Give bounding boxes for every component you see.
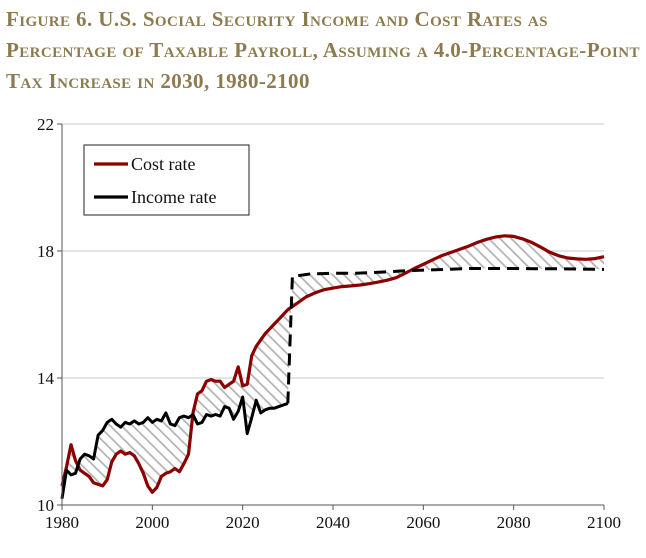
income-rate-line — [60, 395, 289, 499]
income-rate-line-dashed — [286, 267, 605, 404]
series-layer — [60, 234, 605, 499]
gap-shading — [62, 235, 604, 499]
x-tick-label: 2020 — [226, 513, 260, 532]
legend-entry: Income rate — [131, 187, 216, 207]
x-tick-label: 1980 — [45, 513, 79, 532]
legend-box — [83, 144, 250, 216]
x-tick-label: 2060 — [406, 513, 440, 532]
y-tick-label: 10 — [37, 496, 54, 515]
gap-hatch — [62, 235, 604, 499]
axes: 10 14 18 22 1980 2000 2020 2040 2060 2080 2100 — [37, 115, 621, 532]
x-tick-label: 2000 — [135, 513, 169, 532]
cost-rate-line — [60, 234, 605, 494]
legend: Cost rate Income rate — [83, 144, 250, 216]
y-tick-label: 18 — [37, 242, 54, 261]
y-tick-label: 14 — [37, 369, 55, 388]
x-tick-label: 2100 — [587, 513, 621, 532]
x-tick-label: 2080 — [497, 513, 531, 532]
x-tick-label: 2040 — [316, 513, 350, 532]
y-tick-label: 22 — [37, 115, 54, 134]
chart-title: Figure 6. U.S. Social Security Income an… — [6, 7, 640, 93]
legend-entry: Cost rate — [131, 154, 196, 174]
